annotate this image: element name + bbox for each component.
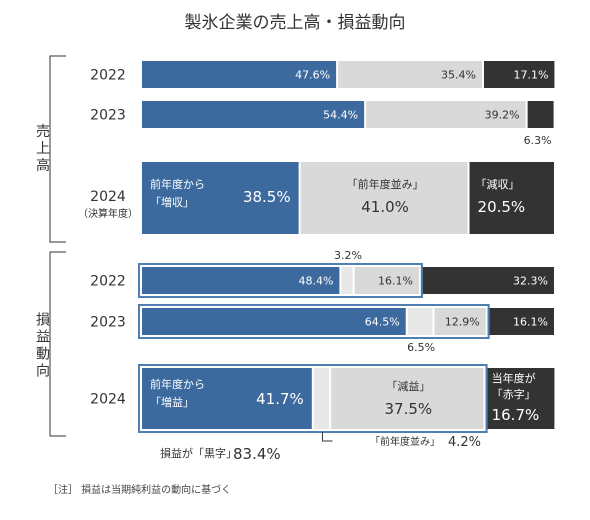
bar-segment xyxy=(354,267,419,294)
data-label: 64.5% xyxy=(365,316,400,329)
group-label-profit: 益 xyxy=(36,330,50,346)
data-label: 17.1% xyxy=(513,69,548,82)
bar-segment xyxy=(469,162,554,234)
data-label: 39.2% xyxy=(485,109,520,122)
bar-segment xyxy=(338,61,482,88)
segment-label: 前年度から xyxy=(150,177,205,191)
bar-segment xyxy=(407,308,433,335)
bar-segment xyxy=(420,267,554,294)
data-label: 20.5% xyxy=(478,198,526,216)
data-label: 12.9% xyxy=(445,316,480,329)
data-label: 6.3% xyxy=(524,134,552,147)
data-label: 35.4% xyxy=(441,69,476,82)
bar-segment xyxy=(341,267,353,294)
annotation-black-value: 83.4% xyxy=(233,445,281,463)
segment-label: 「前年度並み」 xyxy=(347,177,424,191)
chart-title: 製氷企業の売上高・損益動向 xyxy=(185,13,406,33)
row-year-label: 2022 xyxy=(90,274,126,290)
group-label-sales: 上 xyxy=(36,141,50,157)
profit-highlight-border xyxy=(138,263,423,298)
annotation-black-label: 損益が「黒字」 xyxy=(160,446,237,460)
segment-label: 「増益」 xyxy=(150,395,194,409)
segment-label: 「減収」 xyxy=(476,177,520,191)
segment-label: 前年度から xyxy=(150,377,205,391)
bar-segment xyxy=(487,308,554,335)
group-label-profit: 損 xyxy=(36,313,50,329)
bar-segment xyxy=(434,308,486,335)
profit-highlight-border xyxy=(138,304,490,339)
bar-segment xyxy=(485,368,555,429)
row-year-label: 2023 xyxy=(90,315,126,331)
row-year-sublabel: （決算年度） xyxy=(78,207,138,220)
bar-segment xyxy=(300,162,468,234)
bar-segment xyxy=(142,308,406,335)
data-label: 32.3% xyxy=(513,275,548,288)
bar-segment xyxy=(142,368,312,429)
group-label-sales: 売 xyxy=(36,124,50,140)
bar-segment xyxy=(483,61,555,88)
segment-label: 「赤字」 xyxy=(492,387,536,401)
group-label-profit: 動 xyxy=(36,347,50,363)
annotation-leader-line xyxy=(321,432,333,442)
bar-segment xyxy=(313,368,330,429)
group-bracket-sales xyxy=(49,55,66,243)
bar-segment xyxy=(527,101,554,128)
bar-segment xyxy=(142,61,337,88)
group-label-profit: 向 xyxy=(36,364,50,380)
annotation-flat-label: 「前年度並み」 xyxy=(370,435,440,448)
data-label: 16.7% xyxy=(492,406,540,424)
segment-label: 「増収」 xyxy=(150,196,194,209)
segment-label: 当年度が xyxy=(492,371,536,385)
data-label: 38.5% xyxy=(243,188,291,206)
row-year-label: 2024 xyxy=(90,189,126,205)
segment-label: 「減益」 xyxy=(386,379,430,393)
data-label: 41.7% xyxy=(256,390,304,408)
profit-highlight-border xyxy=(138,364,488,433)
data-label: 6.5% xyxy=(407,341,435,354)
data-label: 3.2% xyxy=(334,249,362,262)
footnote: ［注］ 損益は当期純利益の動向に基づく xyxy=(48,483,231,496)
data-label: 41.0% xyxy=(361,198,409,216)
row-year-label: 2022 xyxy=(90,68,126,84)
data-label: 16.1% xyxy=(378,275,413,288)
row-year-label: 2023 xyxy=(90,108,126,124)
bar-segment xyxy=(142,267,340,294)
annotation-flat-value: 4.2% xyxy=(448,435,481,450)
bar-segment xyxy=(142,162,299,234)
group-label-sales: 高 xyxy=(36,157,50,174)
data-label: 54.4% xyxy=(323,109,358,122)
bar-segment xyxy=(366,101,526,128)
row-year-label: 2024 xyxy=(90,392,126,408)
data-label: 48.4% xyxy=(298,275,333,288)
group-bracket-profit xyxy=(49,251,66,437)
bar-segment xyxy=(142,101,365,128)
bar-segment xyxy=(331,368,484,429)
data-label: 37.5% xyxy=(385,400,433,418)
data-label: 16.1% xyxy=(513,316,548,329)
data-label: 47.6% xyxy=(295,69,330,82)
